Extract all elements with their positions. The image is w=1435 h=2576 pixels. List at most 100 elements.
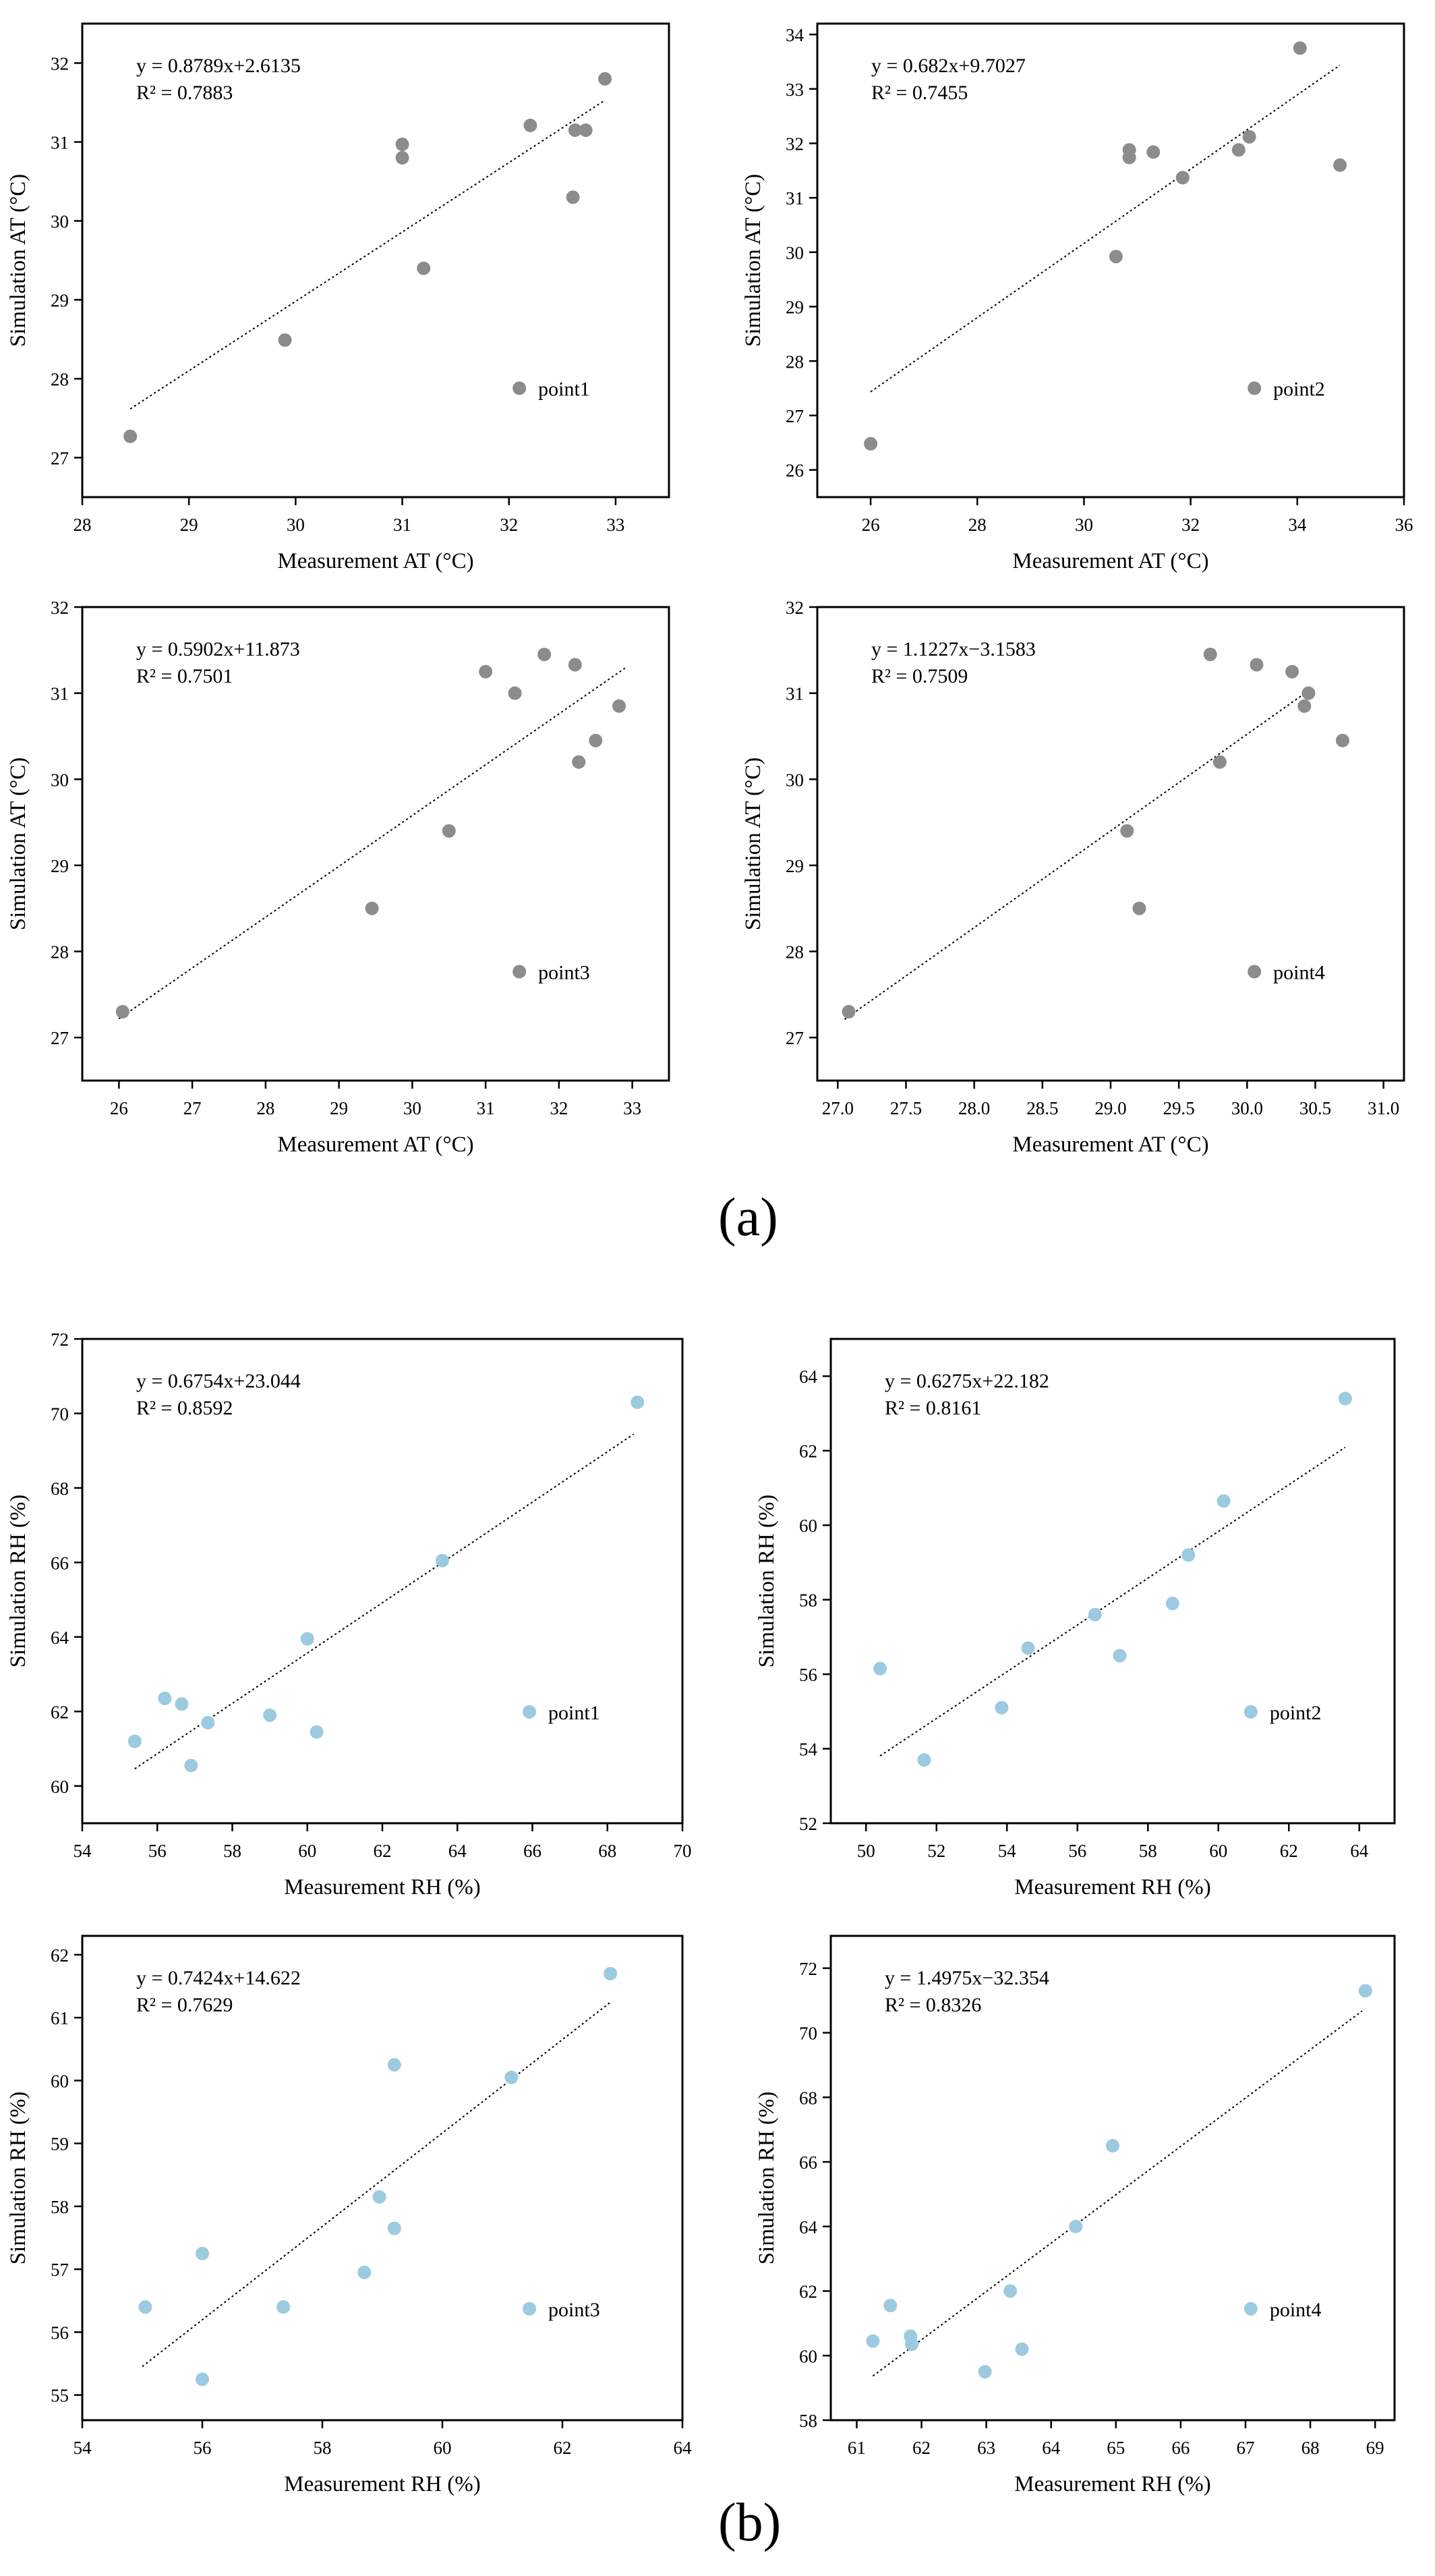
data-point xyxy=(995,1700,1009,1715)
x-tick-label: 61 xyxy=(848,2438,866,2458)
y-tick-label: 28 xyxy=(786,351,804,372)
data-point xyxy=(589,733,603,747)
data-point xyxy=(883,2299,898,2313)
x-tick-label: 27.5 xyxy=(890,1098,922,1118)
fit-line xyxy=(870,64,1341,393)
y-tick-label: 28 xyxy=(51,370,69,390)
data-point xyxy=(138,2300,152,2314)
data-point xyxy=(1250,658,1264,672)
y-tick-label: 52 xyxy=(799,1814,817,1834)
x-tick-label: 28 xyxy=(74,515,92,535)
legend-label: point3 xyxy=(548,2299,600,2321)
panel-label-a: (a) xyxy=(718,1188,778,1247)
data-point xyxy=(604,1966,618,1980)
x-tick-label: 30 xyxy=(1075,515,1093,535)
data-point xyxy=(1122,150,1136,165)
data-point xyxy=(917,1753,931,1767)
x-tick-label: 26 xyxy=(862,515,880,535)
y-axis-label: Simulation RH (%) xyxy=(6,1495,30,1668)
data-point xyxy=(1069,2219,1083,2233)
x-axis-label: Measurement RH (%) xyxy=(284,1875,480,1899)
x-tick-label: 68 xyxy=(598,1841,616,1861)
r-squared: R² = 0.7629 xyxy=(136,1994,233,2016)
x-tick-label: 60 xyxy=(1209,1841,1227,1861)
data-point xyxy=(196,2246,209,2260)
fit-equation: y = 0.7424x+14.622 xyxy=(136,1967,301,1989)
data-point xyxy=(1109,250,1123,264)
data-point xyxy=(1338,1392,1352,1406)
data-point xyxy=(372,2189,386,2204)
data-point xyxy=(387,2221,401,2235)
data-point xyxy=(1301,686,1316,700)
x-tick-label: 30.5 xyxy=(1299,1098,1331,1118)
x-tick-label: 36 xyxy=(1395,515,1413,535)
y-tick-label: 56 xyxy=(51,2322,69,2343)
y-tick-label: 62 xyxy=(799,1441,817,1462)
y-tick-label: 60 xyxy=(51,2071,69,2091)
x-tick-label: 32 xyxy=(500,515,518,535)
plot-frame xyxy=(81,1935,684,2422)
fit-equation: y = 1.1227x−3.1583 xyxy=(871,638,1036,660)
x-tick-label: 56 xyxy=(1068,1841,1086,1861)
x-axis-label: Measurement RH (%) xyxy=(1014,1875,1210,1899)
x-axis-label: Measurement RH (%) xyxy=(284,2472,480,2496)
x-axis-label: Measurement RH (%) xyxy=(1014,2472,1210,2496)
y-tick-label: 68 xyxy=(51,1479,69,1499)
data-point xyxy=(479,664,493,679)
chart-b1: 54 56 58 60 62 64 66 68 70 60 62 64 66 68 70 72 Measurem… xyxy=(6,1329,692,1899)
legend-marker xyxy=(523,2301,537,2316)
data-point xyxy=(263,1708,277,1722)
data-point xyxy=(1120,824,1134,838)
y-tick-label: 61 xyxy=(51,2008,69,2028)
x-tick-label: 27.0 xyxy=(822,1098,854,1118)
fit-equation: y = 0.6754x+23.044 xyxy=(136,1370,301,1392)
x-tick-label: 27 xyxy=(183,1098,202,1118)
data-point xyxy=(158,1691,172,1705)
y-axis-label: Simulation RH (%) xyxy=(755,2092,779,2265)
y-tick-label: 34 xyxy=(786,25,804,45)
fit-line xyxy=(129,99,606,410)
x-tick-label: 62 xyxy=(554,2438,572,2458)
y-tick-label: 64 xyxy=(799,2217,818,2237)
data-point xyxy=(873,1661,887,1676)
r-squared: R² = 0.7501 xyxy=(136,665,233,687)
x-axis-label: Measurement AT (°C) xyxy=(277,549,473,573)
legend-marker xyxy=(523,1705,537,1719)
y-tick-label: 27 xyxy=(786,1028,804,1048)
x-tick-label: 64 xyxy=(1042,2438,1061,2458)
data-point xyxy=(579,123,593,137)
legend-marker xyxy=(1248,965,1262,979)
data-point xyxy=(598,71,612,86)
y-tick-label: 62 xyxy=(51,1702,69,1722)
data-point xyxy=(537,648,552,662)
legend-marker xyxy=(512,965,527,979)
y-tick-label: 70 xyxy=(799,2024,817,2044)
r-squared: R² = 0.7509 xyxy=(871,665,968,687)
fit-equation: y = 0.5902x+11.873 xyxy=(136,638,300,660)
x-tick-label: 30.0 xyxy=(1231,1098,1263,1118)
x-tick-label: 56 xyxy=(148,1841,167,1861)
data-point xyxy=(866,2334,880,2348)
data-point xyxy=(1335,733,1349,747)
y-tick-label: 59 xyxy=(51,2134,69,2154)
y-tick-label: 31 xyxy=(51,684,69,704)
data-point xyxy=(1146,145,1161,159)
data-point xyxy=(357,2265,372,2279)
x-tick-label: 70 xyxy=(674,1841,692,1861)
fit-equation: y = 1.4975x−32.354 xyxy=(885,1967,1049,1989)
y-tick-label: 58 xyxy=(799,2411,817,2431)
x-tick-label: 66 xyxy=(1171,2438,1190,2458)
x-tick-label: 29 xyxy=(180,515,198,535)
fit-line xyxy=(142,2001,611,2368)
y-tick-label: 30 xyxy=(51,212,69,232)
legend-label: point1 xyxy=(538,378,590,401)
y-tick-label: 72 xyxy=(51,1329,69,1350)
data-point xyxy=(1212,755,1227,769)
y-tick-label: 31 xyxy=(51,133,69,153)
x-tick-label: 58 xyxy=(314,2438,332,2458)
x-tick-label: 67 xyxy=(1236,2438,1254,2458)
data-point xyxy=(387,2058,401,2072)
data-point xyxy=(1015,2342,1029,2356)
legend-label: point2 xyxy=(1273,378,1325,401)
legend-label: point1 xyxy=(548,1702,600,1724)
